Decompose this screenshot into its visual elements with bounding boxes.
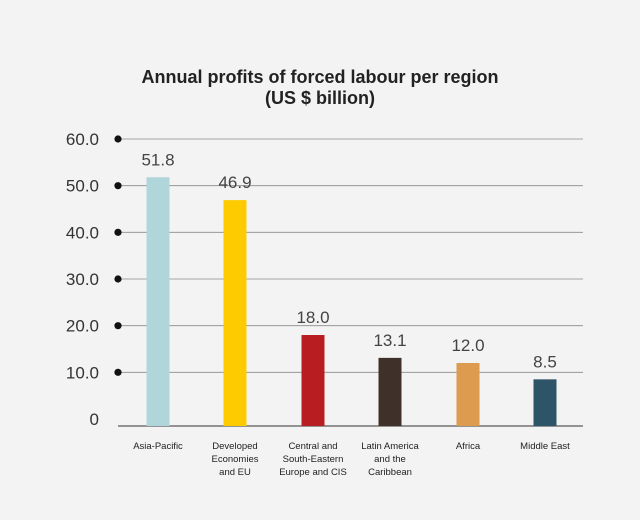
y-tick-label: 60.0 [66,130,99,149]
data-label: 13.1 [373,331,406,350]
data-label: 46.9 [218,173,251,192]
y-tick-label: 0 [90,410,99,429]
x-tick-label: Asia-Pacific [133,441,183,452]
tick-dot [114,322,122,330]
tick-dot [114,228,122,236]
y-tick-label: 50.0 [66,177,99,196]
tick-dot [114,135,122,143]
bar [533,379,557,426]
bar [223,200,247,426]
bar [146,177,170,426]
bar [456,363,480,426]
bar [301,335,325,426]
data-label: 18.0 [296,308,329,327]
x-tick-label: Africa [456,441,481,452]
tick-dot [114,182,122,190]
x-tick-label: Developed Economies and EU [212,441,259,478]
data-label: 12.0 [451,336,484,355]
y-tick-label: 40.0 [66,223,99,242]
data-label: 51.8 [141,150,174,169]
tick-dot [114,275,122,283]
x-tick-label: Middle East [520,441,570,452]
y-tick-label: 20.0 [66,317,99,336]
chart-subtitle-text: (US $ billion) [265,88,375,108]
tick-dot [114,368,122,376]
bar [378,357,402,426]
data-label: 8.5 [533,352,557,371]
chart-title-text: Annual profits of forced labour per regi… [141,67,499,87]
y-tick-label: 30.0 [66,270,99,289]
x-tick-label: Latin America and the Caribbean [361,441,419,478]
chart-title: Annual profits of forced labour per regi… [0,67,640,109]
y-tick-label: 10.0 [66,363,99,382]
x-tick-label: Central and South-Eastern Europe and CIS [279,441,347,478]
